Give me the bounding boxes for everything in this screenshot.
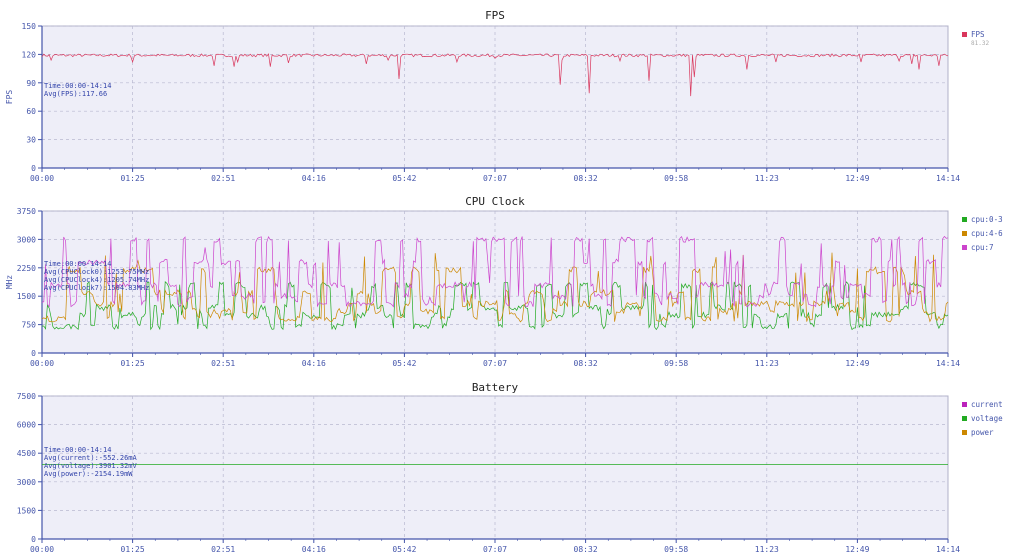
y-tick-label: 3000 <box>17 478 36 487</box>
legend-swatch <box>962 231 967 236</box>
y-tick-label: 6000 <box>17 421 36 430</box>
annotation-line: Avg(power):-2154.19mW <box>44 470 133 478</box>
y-tick-label: 90 <box>26 79 36 88</box>
chart-title: FPS <box>485 9 505 22</box>
x-tick-label: 01:25 <box>121 545 145 554</box>
legend-label: FPS <box>971 30 985 39</box>
x-tick-label: 00:00 <box>30 359 54 368</box>
chart-0: FPS 0 30 60 90 120 150 00:00 01:25 02:51 04:16 05:4… <box>5 9 989 183</box>
y-axis-label: MHz <box>5 275 14 290</box>
x-tick-label: 00:00 <box>30 545 54 554</box>
legend-sublabel: 81.32 <box>971 40 989 47</box>
x-tick-label: 11:23 <box>755 174 779 183</box>
x-tick-label: 07:07 <box>483 174 507 183</box>
x-tick-label: 08:32 <box>574 545 598 554</box>
annotation-line: Time:00:00-14:14 <box>44 82 111 90</box>
x-tick-label: 04:16 <box>302 545 326 554</box>
legend-label: cpu:7 <box>971 243 994 252</box>
chart-title: CPU Clock <box>465 195 525 208</box>
x-tick-label: 00:00 <box>30 174 54 183</box>
x-tick-label: 04:16 <box>302 174 326 183</box>
x-tick-label: 12:49 <box>845 359 869 368</box>
x-tick-label: 02:51 <box>211 174 235 183</box>
legend-swatch <box>962 402 967 407</box>
x-tick-label: 11:23 <box>755 359 779 368</box>
y-tick-label: 30 <box>26 136 36 145</box>
x-tick-label: 09:58 <box>664 174 688 183</box>
legend-label: cpu:0-3 <box>971 215 1003 224</box>
x-tick-label: 02:51 <box>211 545 235 554</box>
x-tick-label: 04:16 <box>302 359 326 368</box>
y-tick-label: 1500 <box>17 292 36 301</box>
x-tick-label: 01:25 <box>121 359 145 368</box>
annotation-line: Time:00:00-14:14 <box>44 260 111 268</box>
annotation-line: Avg(voltage):3901.32mV <box>44 462 138 470</box>
y-tick-label: 0 <box>31 535 36 544</box>
y-tick-label: 4500 <box>17 449 36 458</box>
y-tick-label: 150 <box>22 22 37 31</box>
chart-1: CPU Clock 0 750 1500 2250 3000 3750 00:00 01:25 0… <box>5 195 1003 368</box>
y-tick-label: 3000 <box>17 235 36 244</box>
x-tick-label: 05:42 <box>392 545 416 554</box>
y-tick-label: 750 <box>22 321 37 330</box>
x-tick-label: 08:32 <box>574 174 598 183</box>
x-tick-label: 12:49 <box>845 545 869 554</box>
legend-swatch <box>962 416 967 421</box>
annotation-line: Time:00:00-14:14 <box>44 446 111 454</box>
y-tick-label: 0 <box>31 349 36 358</box>
x-tick-label: 02:51 <box>211 359 235 368</box>
y-tick-label: 120 <box>22 50 37 59</box>
legend-swatch <box>962 430 967 435</box>
legend-label: cpu:4-6 <box>971 229 1003 238</box>
x-tick-label: 01:25 <box>121 174 145 183</box>
y-axis-label: FPS <box>5 90 14 105</box>
plot-area <box>41 25 949 169</box>
series-line-cpu-4-6 <box>41 252 949 323</box>
x-tick-label: 08:32 <box>574 359 598 368</box>
annotation-line: Avg(CPUClock4):1205.74MHz <box>44 276 149 284</box>
x-tick-label: 07:07 <box>483 359 507 368</box>
x-tick-label: 11:23 <box>755 545 779 554</box>
x-tick-label: 14:14 <box>936 359 960 368</box>
x-tick-label: 05:42 <box>392 174 416 183</box>
chart-title: Battery <box>472 381 519 394</box>
x-tick-label: 14:14 <box>936 545 960 554</box>
legend-swatch <box>962 245 967 250</box>
annotation-line: Avg(FPS):117.66 <box>44 90 107 98</box>
legend-label: voltage <box>971 414 1003 423</box>
chart-2: Battery 0 1500 3000 4500 6000 7500 00:00 01:25 02… <box>17 381 1003 554</box>
y-tick-label: 0 <box>31 164 36 173</box>
legend-label: current <box>971 400 1003 409</box>
series-line-cpu-7 <box>41 235 949 308</box>
y-tick-label: 7500 <box>17 392 36 401</box>
annotation-line: Avg(current):-552.26mA <box>44 454 138 462</box>
x-tick-label: 14:14 <box>936 174 960 183</box>
annotation-line: Avg(CPUClock7):1504.83MHz <box>44 284 149 292</box>
annotation-line: Avg(CPUClock0):1253.75MHz <box>44 268 149 276</box>
y-tick-label: 2250 <box>17 264 36 273</box>
legend-swatch <box>962 32 967 37</box>
x-tick-label: 12:49 <box>845 174 869 183</box>
x-tick-label: 05:42 <box>392 359 416 368</box>
series-line-fps <box>41 53 949 97</box>
y-tick-label: 1500 <box>17 506 36 515</box>
y-tick-label: 60 <box>26 107 36 116</box>
legend-label: power <box>971 428 994 437</box>
x-tick-label: 09:58 <box>664 545 688 554</box>
x-tick-label: 07:07 <box>483 545 507 554</box>
y-tick-label: 3750 <box>17 207 36 216</box>
legend-swatch <box>962 217 967 222</box>
x-tick-label: 09:58 <box>664 359 688 368</box>
